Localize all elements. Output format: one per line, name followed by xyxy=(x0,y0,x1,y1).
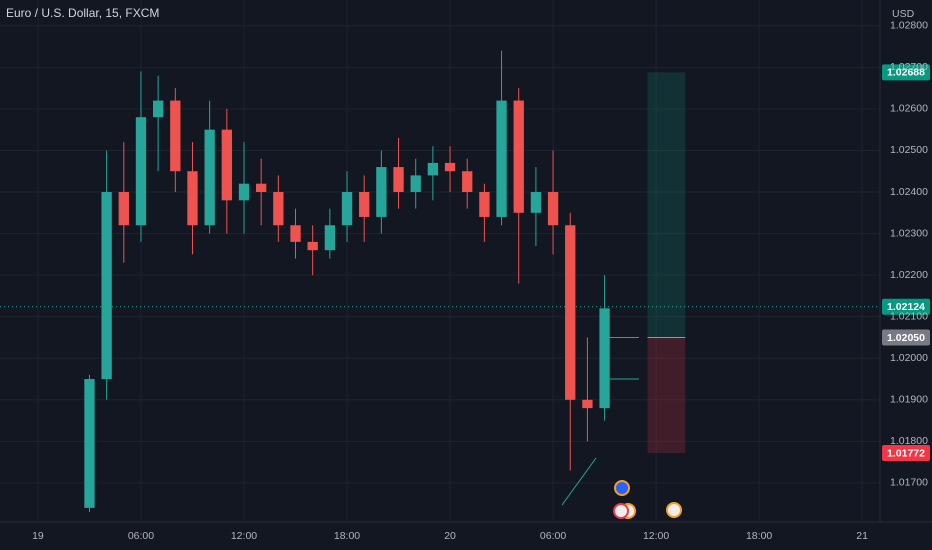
event-icon[interactable] xyxy=(614,480,630,496)
x-tick-label: 18:00 xyxy=(746,530,772,542)
candle-body xyxy=(84,379,95,508)
event-icon[interactable] xyxy=(613,503,629,519)
candle-body xyxy=(170,100,181,172)
price-tag xyxy=(882,445,930,462)
x-tick-label: 19 xyxy=(32,530,44,542)
candle-body xyxy=(376,167,387,217)
y-tick-label: 1.02400 xyxy=(890,186,928,198)
y-tick-label: 1.02300 xyxy=(890,227,928,239)
candle-body xyxy=(273,192,284,226)
y-tick-label: 1.01700 xyxy=(890,477,928,489)
price-tags: 1.02688 1.02124 1.02050 1.01772 xyxy=(882,64,930,462)
candle-body xyxy=(410,175,421,193)
price-tag-label: 1.02688 xyxy=(887,67,925,79)
candle-body xyxy=(565,225,576,400)
candle-body xyxy=(118,192,129,226)
candle-body xyxy=(479,192,490,217)
candle-body xyxy=(582,399,593,409)
x-tick-label: 06:00 xyxy=(540,530,566,542)
y-tick-label: 1.01900 xyxy=(890,394,928,406)
candle-body xyxy=(307,241,318,251)
candle-body xyxy=(547,192,559,226)
candle-body xyxy=(204,129,215,226)
price-tag xyxy=(882,329,930,346)
event-icons xyxy=(613,480,682,519)
candle-body xyxy=(513,100,524,213)
candle-body xyxy=(599,308,610,409)
x-tick-label: 18:00 xyxy=(334,530,360,542)
candle-body xyxy=(221,129,232,201)
y-tick-label: 1.02700 xyxy=(890,61,928,73)
candle-body xyxy=(462,171,473,193)
candle-body xyxy=(152,100,164,118)
unit-bg xyxy=(881,4,931,24)
y-tick-label: 1.02200 xyxy=(890,269,928,281)
y-tick-label: 1.02100 xyxy=(890,310,928,322)
candle-body xyxy=(341,192,353,226)
candle-body xyxy=(393,167,404,193)
candle-body xyxy=(359,192,370,217)
y-tick-label: 1.01800 xyxy=(890,435,928,447)
x-tick-label: 06:00 xyxy=(128,530,154,542)
y-tick-label: 1.02800 xyxy=(890,20,928,32)
price-tag-label: 1.01772 xyxy=(887,447,925,459)
y-tick-label: 1.02600 xyxy=(890,103,928,115)
price-tag-label: 1.02050 xyxy=(887,332,925,344)
y-tick-label: 1.02500 xyxy=(890,144,928,156)
candle-body xyxy=(324,225,336,251)
candle-body xyxy=(496,100,507,217)
x-tick-label: 20 xyxy=(444,530,456,542)
x-tick-label: 12:00 xyxy=(643,530,669,542)
position-profit xyxy=(647,72,686,338)
candle-body xyxy=(101,192,112,380)
candle-body xyxy=(444,162,456,172)
trend-line xyxy=(561,457,597,506)
y-tick-label: 1.02000 xyxy=(890,352,928,364)
y-unit: USD xyxy=(892,8,915,20)
x-tick-label: 12:00 xyxy=(231,530,257,542)
candle-body xyxy=(427,162,439,176)
chart-title: Euro / U.S. Dollar, 15, FXCM xyxy=(6,6,159,20)
candle-body xyxy=(256,183,267,193)
candle-body xyxy=(290,225,301,242)
price-tag xyxy=(882,64,930,81)
x-tick-label: 21 xyxy=(856,530,868,542)
position-loss xyxy=(647,337,686,454)
candle-body xyxy=(530,192,542,213)
candle-body xyxy=(187,171,198,226)
candle-body xyxy=(135,117,147,226)
marks xyxy=(0,50,880,513)
price-tag-label: 1.02124 xyxy=(887,301,925,313)
candle-body xyxy=(238,183,250,201)
grid xyxy=(0,0,880,522)
price-tag xyxy=(882,298,930,315)
event-icon[interactable] xyxy=(666,502,682,518)
